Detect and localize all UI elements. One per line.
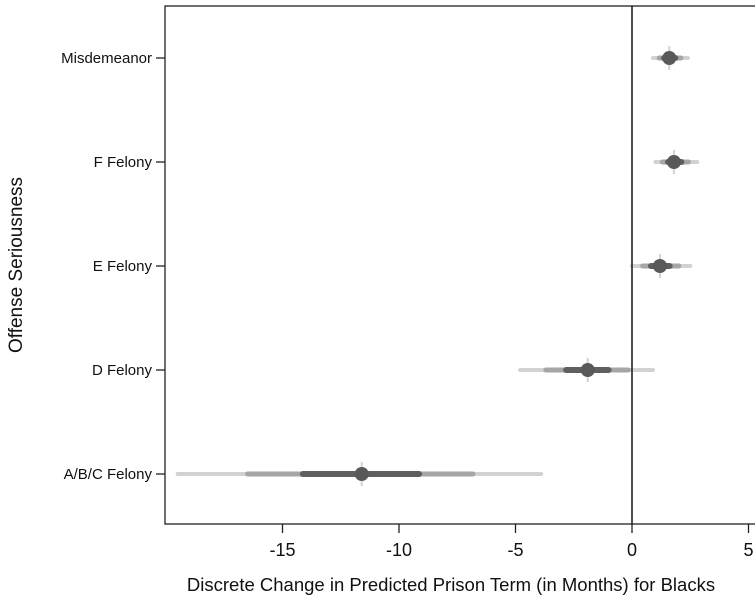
x-axis-ticks: -15 -10 -5 0 5 [269,524,754,560]
x-tick-label: -5 [507,540,523,560]
point-estimates [354,51,681,481]
y-axis-title: Offense Seriousness [6,177,27,353]
y-tick-label: F Felony [94,154,153,171]
point-estimate [666,155,681,169]
confidence-intervals [175,46,700,486]
x-tick-label: 5 [743,540,753,560]
y-tick-label: E Felony [93,258,153,275]
x-tick-label: -10 [386,540,412,560]
y-tick-label: D Felony [92,362,153,379]
y-tick-label: Misdemeanor [61,50,152,67]
point-estimate [652,259,667,273]
x-tick-label: 0 [627,540,637,560]
x-tick-label: -15 [269,540,295,560]
point-estimate [662,51,677,65]
x-axis-title: Discrete Change in Predicted Prison Term… [187,574,715,595]
point-estimate [580,363,595,377]
y-axis-ticks: Misdemeanor F Felony E Felony D Felony A/B/C… [61,50,165,483]
plot-frame [164,5,755,525]
point-estimate [354,467,369,481]
y-tick-label: A/B/C Felony [64,466,153,483]
